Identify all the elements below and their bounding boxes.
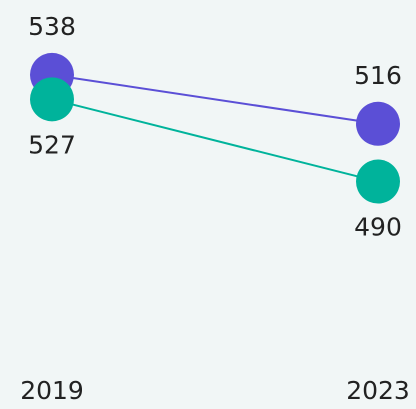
x-tick-label: 2023 [346, 376, 410, 405]
point [356, 159, 400, 204]
point [30, 77, 74, 122]
value-label: 527 [28, 130, 76, 159]
point [356, 101, 400, 146]
value-label: 516 [354, 61, 402, 90]
slope-line [51, 73, 379, 125]
slope-line [51, 98, 379, 183]
value-label: 490 [354, 213, 402, 242]
x-tick-label: 2019 [20, 376, 84, 405]
value-label: 538 [28, 12, 76, 41]
